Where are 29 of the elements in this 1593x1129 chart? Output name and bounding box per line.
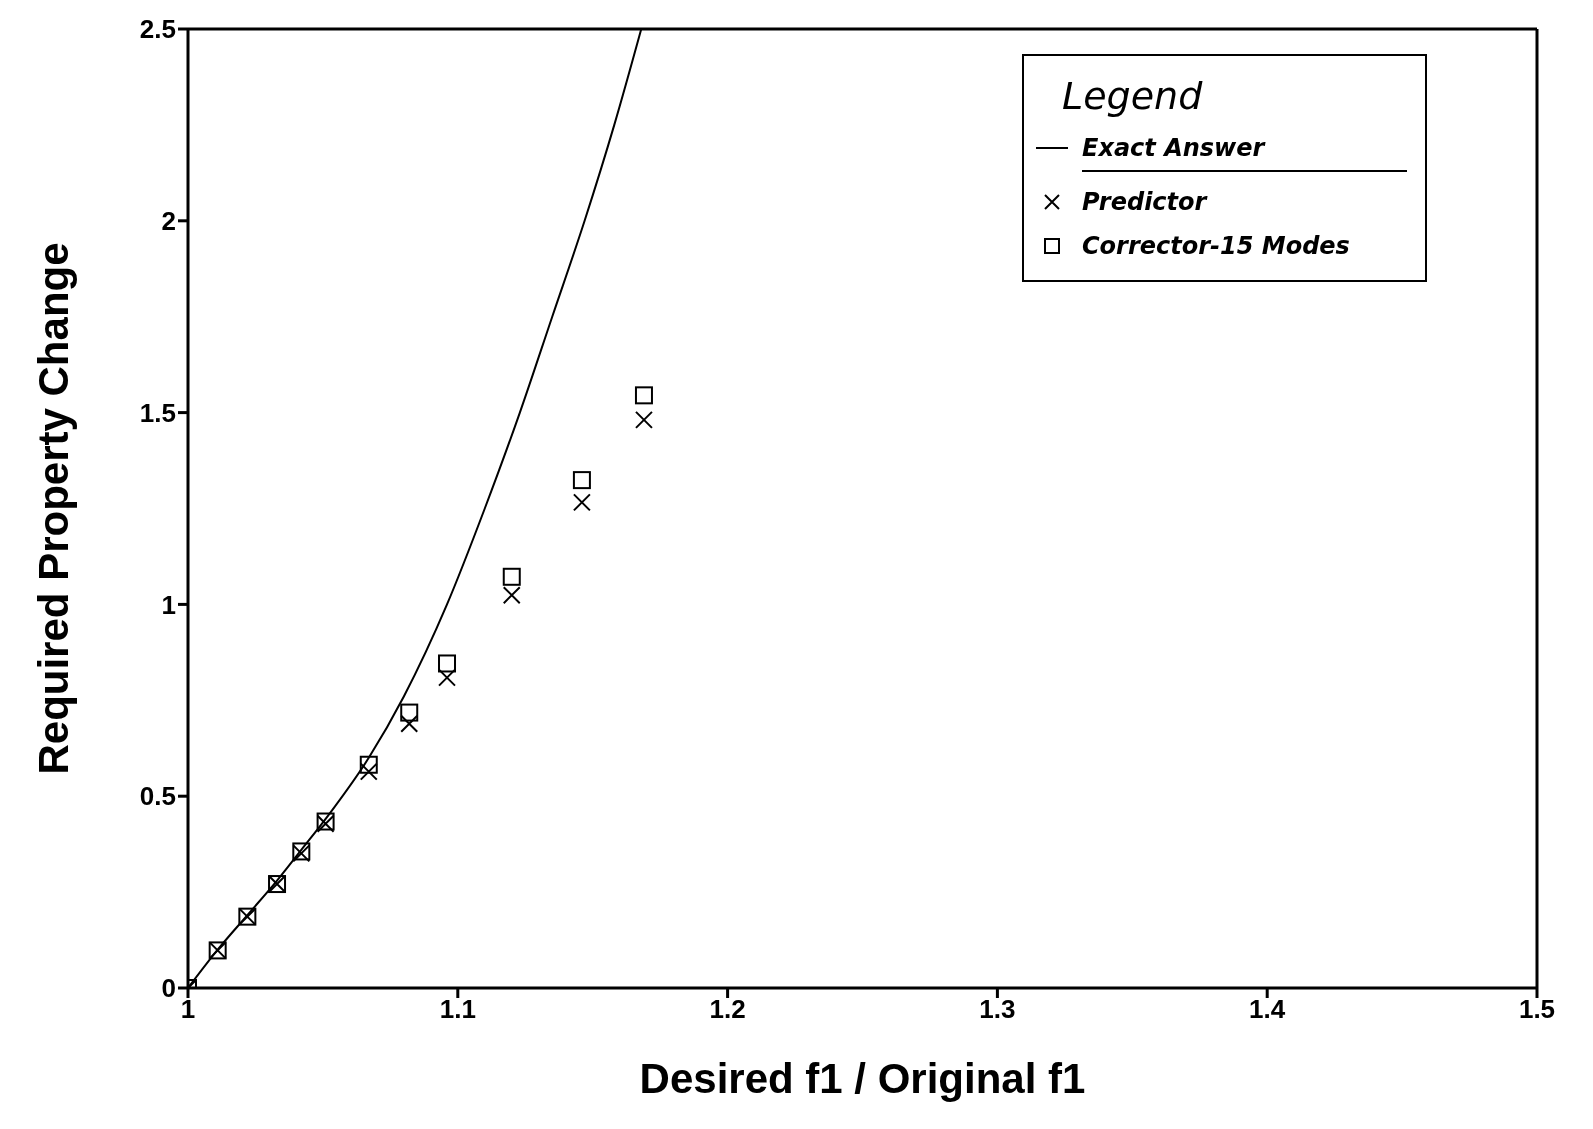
point [634, 386, 653, 405]
x-tick-label: 1.2 [709, 994, 746, 1025]
x-tick-label: 1.3 [979, 994, 1016, 1025]
y-axis-title: Required Property Change [29, 242, 77, 775]
point [438, 654, 457, 673]
legend-title: Legend [1062, 74, 1204, 118]
x-tick-label: 1.1 [439, 994, 476, 1025]
legend-label: Predictor [1081, 188, 1209, 216]
point [502, 586, 521, 605]
y-tick-label: 2.5 [139, 14, 176, 45]
point [400, 703, 419, 722]
y-tick-label: 0 [161, 973, 176, 1004]
legend-label: Exact Answer [1081, 134, 1267, 162]
point [400, 714, 419, 733]
y-tick-label: 1 [161, 589, 176, 620]
point [634, 410, 653, 429]
point [359, 755, 378, 774]
y-tick-label: 2 [161, 206, 176, 237]
x-tick-label: 1.4 [1249, 994, 1286, 1025]
y-tick-label: 0.5 [139, 781, 176, 812]
y-tick-label: 1.5 [139, 397, 176, 428]
x-tick-label: 1.5 [1518, 994, 1556, 1025]
point [572, 471, 591, 490]
x-tick-label: 1 [180, 994, 196, 1025]
point [359, 762, 378, 781]
point [572, 493, 591, 512]
x-axis-title: Desired f1 / Original f1 [639, 1055, 1086, 1102]
legend-label: Corrector-15 Modes [1081, 232, 1351, 260]
point [502, 567, 521, 586]
